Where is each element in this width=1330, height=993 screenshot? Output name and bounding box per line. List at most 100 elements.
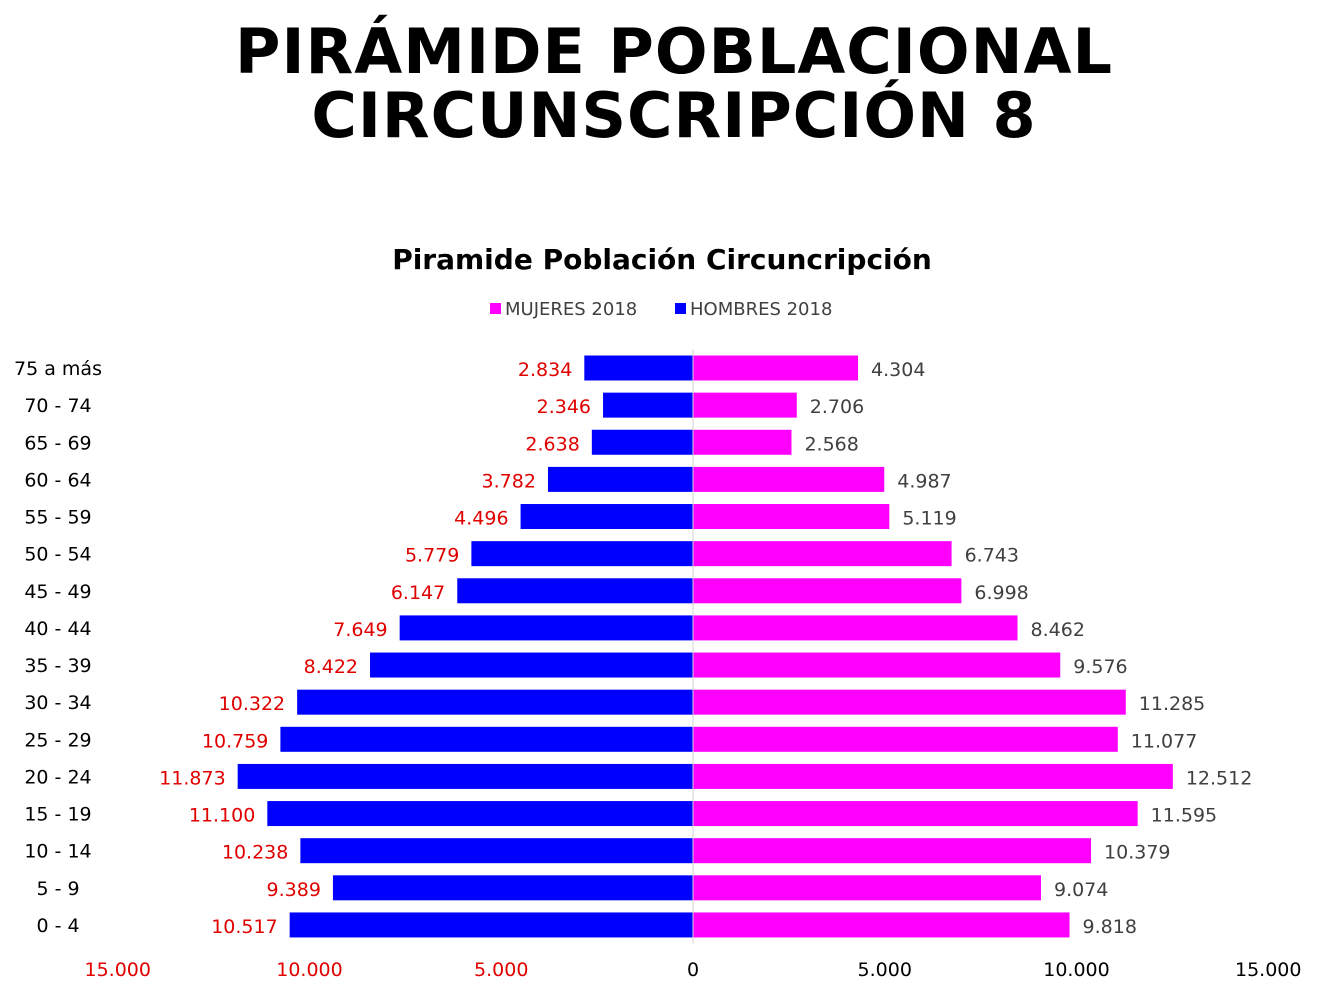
category-label-9: 30 - 34 bbox=[24, 692, 91, 714]
bar-mujeres-0 bbox=[693, 355, 859, 381]
data-label-hombres-5: 5.779 bbox=[405, 545, 459, 567]
bar-mujeres-12 bbox=[693, 801, 1138, 827]
category-label-5: 50 - 54 bbox=[24, 544, 91, 566]
data-label-hombres-11: 11.873 bbox=[159, 767, 225, 789]
data-label-mujeres-1: 2.706 bbox=[810, 396, 864, 418]
data-label-mujeres-15: 9.818 bbox=[1083, 916, 1137, 938]
bar-hombres-10 bbox=[280, 726, 693, 752]
bar-mujeres-6 bbox=[693, 578, 962, 604]
bar-mujeres-3 bbox=[693, 466, 885, 492]
legend-label-hombres: HOMBRES 2018 bbox=[690, 299, 832, 320]
bar-hombres-6 bbox=[457, 578, 693, 604]
bar-mujeres-13 bbox=[693, 838, 1092, 864]
bar-hombres-8 bbox=[370, 652, 693, 678]
bar-mujeres-15 bbox=[693, 912, 1070, 938]
data-label-mujeres-9: 11.285 bbox=[1139, 693, 1205, 715]
data-label-mujeres-3: 4.987 bbox=[897, 470, 951, 492]
data-label-hombres-12: 11.100 bbox=[189, 805, 255, 827]
x-tick-label-5: 10.000 bbox=[1043, 959, 1109, 981]
chart-title: Piramide Población Circuncripción bbox=[392, 243, 932, 276]
page-title-line-1: PIRÁMIDE POBLACIONAL bbox=[235, 15, 1113, 88]
bar-hombres-3 bbox=[547, 466, 693, 492]
category-label-10: 25 - 29 bbox=[24, 729, 91, 751]
bar-mujeres-7 bbox=[693, 615, 1018, 641]
data-label-hombres-15: 10.517 bbox=[211, 916, 277, 938]
data-label-mujeres-10: 11.077 bbox=[1131, 730, 1197, 752]
bar-mujeres-5 bbox=[693, 541, 952, 567]
data-label-hombres-1: 2.346 bbox=[537, 396, 591, 418]
x-tick-label-4: 5.000 bbox=[858, 959, 912, 981]
data-label-mujeres-0: 4.304 bbox=[871, 359, 925, 381]
category-label-4: 55 - 59 bbox=[24, 507, 91, 529]
data-label-hombres-14: 9.389 bbox=[267, 879, 321, 901]
data-label-mujeres-12: 11.595 bbox=[1151, 805, 1217, 827]
category-label-3: 60 - 64 bbox=[24, 469, 91, 491]
x-tick-label-6: 15.000 bbox=[1235, 959, 1301, 981]
bar-hombres-5 bbox=[471, 541, 693, 567]
category-label-13: 10 - 14 bbox=[24, 841, 91, 863]
bar-mujeres-8 bbox=[693, 652, 1061, 678]
data-label-mujeres-14: 9.074 bbox=[1054, 879, 1108, 901]
x-axis-tick-labels: 15.000 10.000 5.000 0 5.000 10.000 15.000 bbox=[85, 959, 1302, 981]
x-tick-label-0: 15.000 bbox=[85, 959, 151, 981]
data-label-mujeres-5: 6.743 bbox=[965, 545, 1019, 567]
bar-hombres-0 bbox=[584, 355, 693, 381]
legend-swatch-hombres bbox=[675, 303, 686, 314]
data-label-hombres-2: 2.638 bbox=[525, 433, 579, 455]
data-label-hombres-3: 3.782 bbox=[482, 470, 536, 492]
category-label-15: 0 - 4 bbox=[36, 915, 79, 937]
bar-hombres-4 bbox=[520, 504, 693, 530]
category-label-8: 35 - 39 bbox=[24, 655, 91, 677]
data-label-hombres-8: 8.422 bbox=[304, 656, 358, 678]
data-label-hombres-6: 6.147 bbox=[391, 582, 445, 604]
bar-mujeres-4 bbox=[693, 504, 890, 530]
bar-hombres-7 bbox=[399, 615, 693, 641]
category-label-7: 40 - 44 bbox=[24, 618, 91, 640]
category-label-11: 20 - 24 bbox=[24, 766, 91, 788]
category-label-1: 70 - 74 bbox=[24, 395, 91, 417]
data-label-hombres-4: 4.496 bbox=[454, 508, 508, 530]
data-label-hombres-13: 10.238 bbox=[222, 842, 288, 864]
bar-mujeres-1 bbox=[693, 392, 797, 418]
bar-mujeres-2 bbox=[693, 429, 792, 455]
category-label-2: 65 - 69 bbox=[24, 432, 91, 454]
data-label-mujeres-8: 9.576 bbox=[1073, 656, 1127, 678]
bar-hombres-11 bbox=[237, 763, 693, 789]
bar-mujeres-14 bbox=[693, 875, 1041, 901]
data-label-hombres-9: 10.322 bbox=[219, 693, 285, 715]
legend-swatch-mujeres bbox=[490, 303, 501, 314]
page-title: PIRÁMIDE POBLACIONAL CIRCUNSCRIPCIÓN 8 bbox=[0, 20, 1330, 148]
category-label-14: 5 - 9 bbox=[36, 878, 79, 900]
bar-hombres-13 bbox=[300, 838, 693, 864]
data-label-hombres-10: 10.759 bbox=[202, 730, 268, 752]
data-label-hombres-0: 2.834 bbox=[518, 359, 572, 381]
category-label-6: 45 - 49 bbox=[24, 581, 91, 603]
bar-hombres-9 bbox=[297, 689, 693, 715]
chart-bars bbox=[237, 355, 1173, 938]
bar-hombres-12 bbox=[267, 801, 693, 827]
data-labels: 2.834 4.304 2.346 2.706 2.638 2.568 3.782 4.987… bbox=[159, 359, 1252, 938]
page-title-line-2: CIRCUNSCRIPCIÓN 8 bbox=[311, 79, 1037, 152]
category-label-0: 75 a más bbox=[14, 358, 102, 380]
bar-hombres-2 bbox=[591, 429, 693, 455]
bar-mujeres-9 bbox=[693, 689, 1126, 715]
bar-mujeres-11 bbox=[693, 763, 1173, 789]
category-axis-labels: 75 a más 70 - 74 65 - 69 60 - 64 55 - 59 50 -… bbox=[14, 358, 102, 937]
x-tick-label-2: 5.000 bbox=[474, 959, 528, 981]
x-tick-label-1: 10.000 bbox=[276, 959, 342, 981]
data-label-mujeres-7: 8.462 bbox=[1031, 619, 1085, 641]
legend-label-mujeres: MUJERES 2018 bbox=[505, 299, 637, 320]
chart-legend: MUJERES 2018 HOMBRES 2018 bbox=[490, 299, 832, 320]
data-label-mujeres-13: 10.379 bbox=[1104, 842, 1170, 864]
data-label-hombres-7: 7.649 bbox=[333, 619, 387, 641]
bar-hombres-14 bbox=[332, 875, 693, 901]
bar-mujeres-10 bbox=[693, 726, 1118, 752]
category-label-12: 15 - 19 bbox=[24, 804, 91, 826]
x-tick-label-3: 0 bbox=[687, 959, 699, 981]
data-label-mujeres-11: 12.512 bbox=[1186, 767, 1252, 789]
bar-hombres-15 bbox=[289, 912, 693, 938]
data-label-mujeres-6: 6.998 bbox=[974, 582, 1028, 604]
data-label-mujeres-4: 5.119 bbox=[902, 508, 956, 530]
bar-hombres-1 bbox=[603, 392, 693, 418]
